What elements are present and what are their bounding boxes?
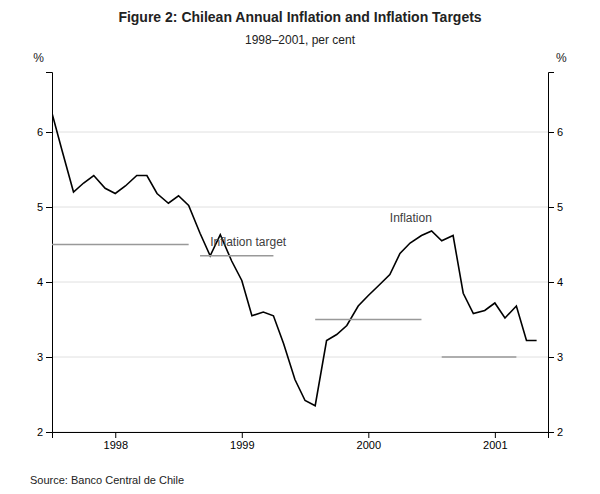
y2-tick-mark: [548, 282, 554, 283]
x-tick: 2000: [357, 432, 381, 451]
annotation: Inflation target: [210, 235, 287, 249]
y-tick: 2: [37, 426, 52, 438]
y2-tick: 5: [548, 201, 563, 213]
x-tick: 1999: [230, 432, 254, 451]
grid-line: [52, 207, 548, 208]
x-tick-mark: [368, 432, 369, 438]
y-tick-mark: [46, 357, 52, 358]
grid-line: [52, 132, 548, 133]
grid: [52, 132, 548, 432]
annotation: Inflation: [390, 211, 432, 225]
y2-tick-mark: [548, 432, 554, 433]
y2-tick-label: 2: [557, 426, 563, 438]
y2-axis: 2 3 4 5 6: [548, 73, 563, 439]
y-tick: 5: [37, 201, 52, 213]
y-tick-label: 5: [37, 201, 43, 213]
annotations: Inflation Inflation target: [210, 211, 432, 250]
y2-tick: 3: [548, 351, 563, 363]
x-tick: 1998: [104, 432, 128, 451]
y-tick-mark: [46, 207, 52, 208]
target-line: [442, 356, 517, 357]
y2-axis-label: %: [556, 51, 567, 65]
target-line: [315, 319, 421, 320]
grid-line: [52, 357, 548, 358]
y-axis-label: %: [33, 51, 44, 65]
y2-tick-label: 5: [557, 201, 563, 213]
y-tick-label: 3: [37, 351, 43, 363]
y-tick: 4: [37, 276, 52, 288]
plot-area: [52, 113, 537, 406]
x-tick-mark: [242, 432, 243, 438]
y2-tick: 2: [548, 426, 563, 438]
x-tick-mark: [495, 432, 496, 438]
y2-tick: 6: [548, 126, 563, 138]
target-line: [200, 255, 273, 256]
y2-tick-mark: [548, 132, 554, 133]
y-tick: 6: [37, 126, 52, 138]
x-tick-label: 2001: [483, 439, 507, 451]
y2-tick-mark: [548, 357, 554, 358]
y2-tick-mark: [548, 207, 554, 208]
inflation-line: [52, 113, 537, 406]
y-axis: 2 3 4 5 6: [37, 73, 53, 439]
x-axis: 1998 1999 2000 2001: [53, 432, 549, 451]
y-tick-mark: [46, 282, 52, 283]
y2-axis-line: [549, 73, 555, 433]
source: Source: Banco Central de Chile: [30, 474, 184, 486]
grid-line: [52, 282, 548, 283]
y-tick-label: 6: [37, 126, 43, 138]
target-line: [52, 244, 189, 245]
chart-svg: 19981999200020012345623456InflationInfla…: [0, 0, 600, 494]
y2-tick-label: 6: [557, 126, 563, 138]
y2-tick-label: 3: [557, 351, 563, 363]
x-tick-label: 1998: [104, 439, 128, 451]
y-tick-mark: [46, 432, 52, 433]
y-tick-label: 4: [37, 276, 43, 288]
title: Figure 2: Chilean Annual Inflation and I…: [118, 9, 481, 25]
x-tick-label: 2000: [357, 439, 381, 451]
y2-tick: 4: [548, 276, 563, 288]
x-tick-label: 1999: [230, 439, 254, 451]
y-tick-label: 2: [37, 426, 43, 438]
x-tick-mark: [115, 432, 116, 438]
y-tick-mark: [46, 132, 52, 133]
subtitle: 1998–2001, per cent: [245, 33, 356, 47]
y-axis-line: [46, 73, 53, 433]
x-axis-line: [53, 433, 549, 439]
y-tick: 3: [37, 351, 52, 363]
y2-tick-label: 4: [557, 276, 563, 288]
x-tick: 2001: [483, 432, 507, 451]
